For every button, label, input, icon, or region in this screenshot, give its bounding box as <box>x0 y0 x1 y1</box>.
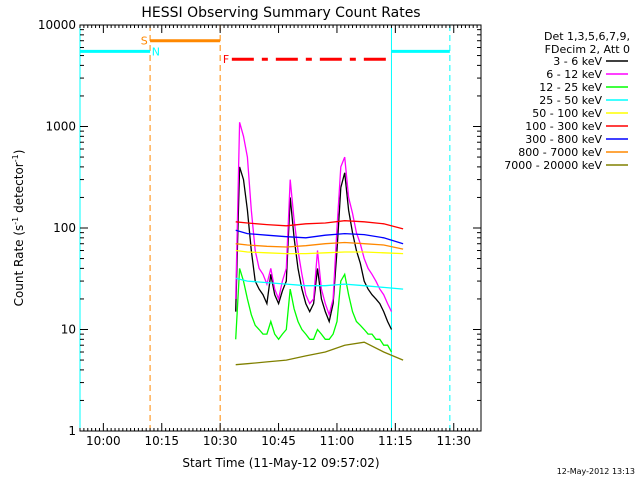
chart-title: HESSI Observing Summary Count Rates <box>141 5 420 21</box>
y-tick-label: 10 <box>61 323 76 337</box>
x-tick-label: 10:45 <box>261 434 296 448</box>
x-axis-label: Start Time (11-May-12 09:57:02) <box>182 456 379 470</box>
series-line <box>235 241 404 250</box>
x-tick-label: 11:00 <box>320 434 355 448</box>
plot-frame <box>79 24 482 432</box>
axis-layer: 10:00 10:15 10:30 10:45 11:00 11:15 11:30 1 10 10… <box>38 18 482 448</box>
legend-entry: 100 - 300 keV <box>525 120 602 133</box>
flag-annotation: S <box>141 35 148 48</box>
series-line <box>235 341 404 366</box>
y-tick-label: 1000 <box>45 120 76 134</box>
y-axis-label-part1: Count Rate (s <box>12 225 26 307</box>
x-tick-label: 11:30 <box>436 434 471 448</box>
y-tick-label: 1 <box>68 424 76 438</box>
legend-entry: 800 - 7000 keV <box>518 146 602 159</box>
legend-header: FDecim 2, Att 0 <box>545 43 630 56</box>
series-line <box>235 249 404 255</box>
series-line <box>235 122 393 317</box>
y-tick-label: 10000 <box>38 18 76 32</box>
legend-entry: 25 - 50 keV <box>539 94 602 107</box>
series-line <box>235 220 404 230</box>
x-tick-label: 10:15 <box>144 434 179 448</box>
series-line <box>235 268 393 353</box>
y-tick-label: 100 <box>53 221 76 235</box>
legend-entry: 7000 - 20000 keV <box>504 159 602 172</box>
flag-layer <box>79 25 451 431</box>
flag-annotation: F <box>223 53 229 66</box>
x-tick-label: 10:30 <box>203 434 238 448</box>
annotation-layer: SN F <box>141 35 229 67</box>
series-line <box>235 166 393 330</box>
legend: Det 1,3,5,6,7,9,FDecim 2, Att 03 - 6 keV… <box>504 30 630 172</box>
y-axis-label-part3: ) <box>12 150 26 155</box>
y-axis-label-sup2: -1 <box>11 154 20 162</box>
y-axis-label: Count Rate (s-1 detector-1) <box>11 150 26 307</box>
timestamp: 12-May-2012 13:13 <box>557 467 635 476</box>
y-axis-label-part2: detector <box>12 162 26 217</box>
legend-entry: 6 - 12 keV <box>546 68 602 81</box>
legend-entry: 50 - 100 keV <box>532 107 602 120</box>
legend-entry: 12 - 25 keV <box>539 81 602 94</box>
x-tick-label: 10:00 <box>86 434 121 448</box>
y-axis-label-sup1: -1 <box>11 217 20 225</box>
legend-entry: 300 - 800 keV <box>525 133 602 146</box>
legend-entry: 3 - 6 keV <box>553 55 602 68</box>
plot-border <box>79 24 482 432</box>
series-layer <box>235 122 404 366</box>
x-tick-label: 11:15 <box>378 434 413 448</box>
flag-annotation: N <box>152 45 160 58</box>
series-line <box>235 229 404 245</box>
series-line <box>235 277 404 290</box>
legend-header: Det 1,3,5,6,7,9, <box>544 30 630 43</box>
